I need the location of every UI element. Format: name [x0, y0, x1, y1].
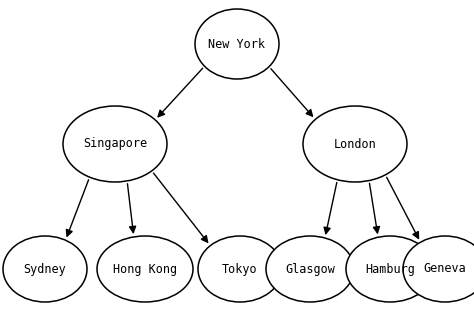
Ellipse shape — [3, 236, 87, 302]
Ellipse shape — [303, 106, 407, 182]
Text: Singapore: Singapore — [83, 138, 147, 150]
Ellipse shape — [198, 236, 282, 302]
Text: Geneva: Geneva — [424, 263, 466, 275]
Ellipse shape — [266, 236, 354, 302]
Ellipse shape — [63, 106, 167, 182]
Ellipse shape — [346, 236, 434, 302]
Ellipse shape — [97, 236, 193, 302]
Text: Hong Kong: Hong Kong — [113, 263, 177, 275]
Text: Sydney: Sydney — [24, 263, 66, 275]
Text: Hamburg: Hamburg — [365, 263, 415, 275]
Text: New York: New York — [209, 38, 265, 50]
Text: London: London — [334, 138, 376, 150]
Text: Tokyo: Tokyo — [222, 263, 258, 275]
Ellipse shape — [403, 236, 474, 302]
Ellipse shape — [195, 9, 279, 79]
Text: Glasgow: Glasgow — [285, 263, 335, 275]
